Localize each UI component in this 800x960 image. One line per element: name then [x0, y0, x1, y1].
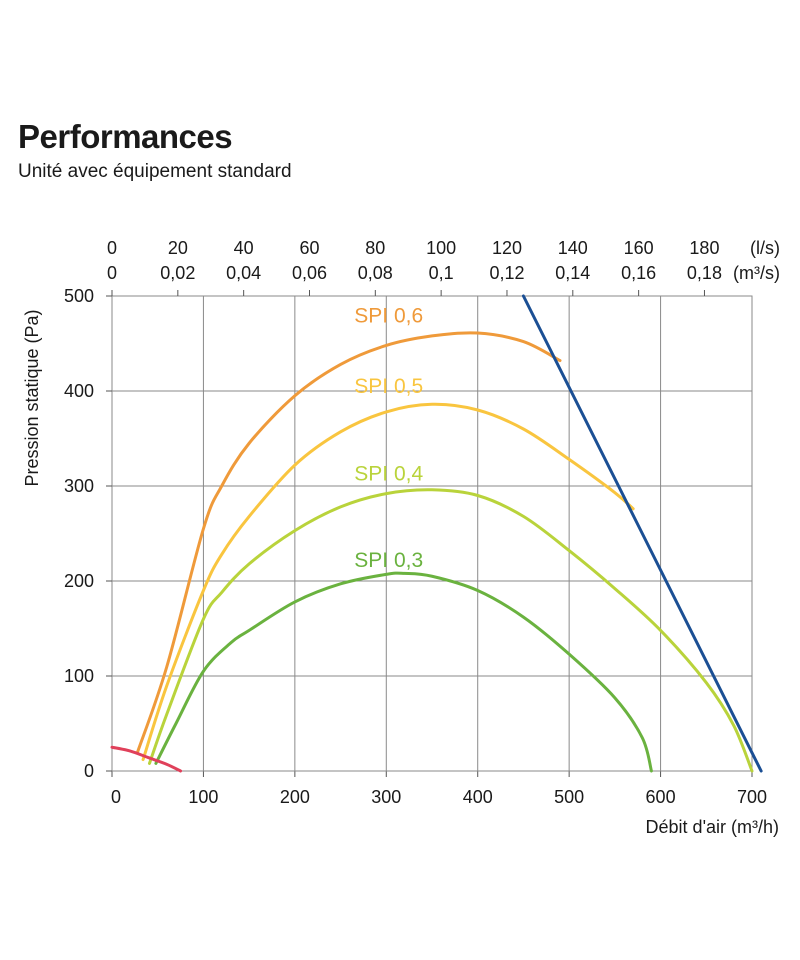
x-tick-label: 300 — [371, 787, 401, 807]
series-label: SPI 0,4 — [354, 462, 423, 485]
series-line-4 — [110, 745, 183, 773]
x-tick-label: 500 — [554, 787, 584, 807]
series-line-spi-0-3 — [154, 571, 653, 773]
y-tick-label: 0 — [84, 761, 94, 781]
top-ls-tick-label: 20 — [168, 238, 188, 258]
x-tick-label: 700 — [737, 787, 767, 807]
x-tick-label: 400 — [463, 787, 493, 807]
top-m3s-tick-label: 0,08 — [358, 263, 393, 283]
top-m3s-tick-label: 0,14 — [555, 263, 590, 283]
series-line-5 — [521, 294, 763, 773]
chart-grid — [106, 290, 753, 777]
top-ls-tick-label: 0 — [107, 238, 117, 258]
chart-ticks: 0 100 200 300 400 500 600 700010020030040050000… — [64, 238, 780, 807]
plot-frame — [111, 295, 753, 772]
top-m3s-tick-label: 0 — [107, 263, 117, 283]
top-ls-tick-label: 140 — [558, 238, 588, 258]
top-ls-tick-label: 40 — [234, 238, 254, 258]
top-ls-tick-label: 60 — [299, 238, 319, 258]
top-ls-tick-label: 160 — [624, 238, 654, 258]
y-tick-label: 100 — [64, 666, 94, 686]
series-label: SPI 0,3 — [354, 549, 423, 572]
top-ls-tick-label: 100 — [426, 238, 456, 258]
series-label: SPI 0,5 — [354, 375, 423, 398]
top-m3s-tick-label: 0,02 — [160, 263, 195, 283]
top-m3s-tick-label: 0,16 — [621, 263, 656, 283]
top-m3s-tick-label: 0,12 — [489, 263, 524, 283]
chart-series: SPI 0,6 SPI 0,5 SPI 0,4 SPI 0,3 — [110, 294, 763, 773]
x-axis-label: Débit d'air (m³/h) — [646, 817, 779, 837]
top-m3s-tick-label: 0,18 — [687, 263, 722, 283]
top-m3s-tick-label: 0,04 — [226, 263, 261, 283]
series-label: SPI 0,6 — [354, 305, 423, 328]
top-m3s-unit: (m³/s) — [733, 263, 780, 283]
series-line-spi-0-4 — [147, 488, 754, 773]
top-ls-tick-label: 120 — [492, 238, 522, 258]
y-tick-label: 200 — [64, 571, 94, 591]
x-tick-label: 100 — [188, 787, 218, 807]
top-ls-unit: (l/s) — [750, 238, 780, 258]
page-subtitle: Unité avec équipement standard — [18, 161, 292, 182]
x-tick-label: 200 — [280, 787, 310, 807]
top-ls-tick-label: 180 — [689, 238, 719, 258]
y-tick-label: 500 — [64, 286, 94, 306]
y-axis-label: Pression statique (Pa) — [22, 309, 42, 486]
x-tick-label: 0 — [111, 787, 121, 807]
series-line-spi-0-5 — [141, 402, 635, 762]
page-title: Performances — [18, 118, 233, 155]
top-m3s-tick-label: 0,1 — [429, 263, 454, 283]
top-ls-tick-label: 80 — [365, 238, 385, 258]
series-line-spi-0-6 — [136, 331, 562, 754]
x-tick-label: 600 — [646, 787, 676, 807]
top-m3s-tick-label: 0,06 — [292, 263, 327, 283]
y-tick-label: 300 — [64, 476, 94, 496]
y-tick-label: 400 — [64, 381, 94, 401]
